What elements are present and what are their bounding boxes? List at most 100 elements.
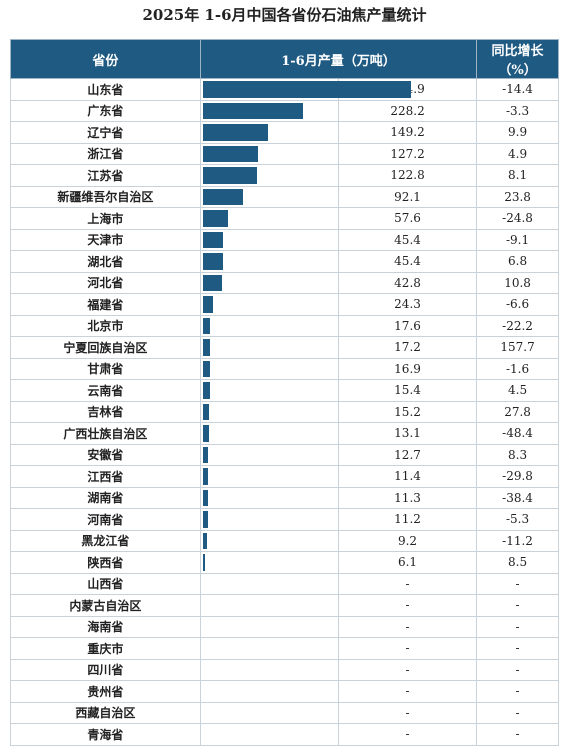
table-row: 吉林省 15.2 27.8 (10, 400, 559, 423)
production-value: 45.4 (337, 228, 478, 251)
province-label: 贵州省 (10, 680, 201, 703)
yoy-value: 4.5 (476, 379, 559, 402)
bar-cell (199, 250, 339, 273)
province-label: 湖南省 (10, 486, 201, 509)
bar-cell (199, 357, 339, 380)
production-value: 127.2 (337, 142, 478, 165)
province-label: 吉林省 (10, 400, 201, 423)
table-row: 西藏自治区 - - (10, 701, 559, 724)
yoy-value: 8.3 (476, 443, 559, 466)
bar-cell (199, 658, 339, 681)
yoy-value: - (476, 594, 559, 617)
yoy-value: - (476, 658, 559, 681)
yoy-value: -5.3 (476, 508, 559, 531)
bar-cell (199, 572, 339, 595)
province-label: 山东省 (10, 78, 201, 101)
province-label: 北京市 (10, 314, 201, 337)
production-bar (202, 403, 210, 420)
province-label: 宁夏回族自治区 (10, 336, 201, 359)
production-value: 149.2 (337, 121, 478, 144)
yoy-value: 4.9 (476, 142, 559, 165)
bar-cell (199, 551, 339, 574)
production-value: 24.3 (337, 293, 478, 316)
table-row: 湖南省 11.3 -38.4 (10, 486, 559, 509)
table-row: 浙江省 127.2 4.9 (10, 142, 559, 165)
table-row: 上海市 57.6 -24.8 (10, 207, 559, 230)
table-row: 宁夏回族自治区 17.2 157.7 (10, 336, 559, 359)
yoy-value: 6.8 (476, 250, 559, 273)
table-row: 云南省 15.4 4.5 (10, 379, 559, 402)
table-row: 山东省474.9-14.4 (10, 78, 559, 101)
bar-cell (199, 508, 339, 531)
province-label: 江西省 (10, 465, 201, 488)
bar-cell (199, 615, 339, 638)
province-label: 甘肃省 (10, 357, 201, 380)
province-label: 上海市 (10, 207, 201, 230)
production-value: 17.6 (337, 314, 478, 337)
table-row: 广东省 228.2 -3.3 (10, 99, 559, 122)
bar-cell (199, 594, 339, 617)
table-row: 江苏省 122.8 8.1 (10, 164, 559, 187)
table-row: 贵州省 - - (10, 680, 559, 703)
bar-cell (199, 400, 339, 423)
yoy-value: -24.8 (476, 207, 559, 230)
production-bar (202, 145, 259, 162)
yoy-value: -1.6 (476, 357, 559, 380)
bar-cell (199, 529, 339, 552)
yoy-value: 157.7 (476, 336, 559, 359)
province-label: 湖北省 (10, 250, 201, 273)
table-row: 内蒙古自治区 - - (10, 594, 559, 617)
production-value: 42.8 (337, 271, 478, 294)
yoy-value: 27.8 (476, 400, 559, 423)
table-row: 重庆市 - - (10, 637, 559, 660)
production-bar (202, 124, 269, 141)
province-label: 辽宁省 (10, 121, 201, 144)
yoy-value: - (476, 637, 559, 660)
yoy-value: -3.3 (476, 99, 559, 122)
province-label: 内蒙古自治区 (10, 594, 201, 617)
production-value: 15.2 (337, 400, 478, 423)
production-bar (202, 360, 211, 377)
production-value: 15.4 (337, 379, 478, 402)
yoy-value: 8.1 (476, 164, 559, 187)
production-value: - (337, 637, 478, 660)
province-label: 新疆维吾尔自治区 (10, 185, 201, 208)
production-value: - (337, 615, 478, 638)
production-value: - (337, 680, 478, 703)
production-value: 45.4 (337, 250, 478, 273)
production-value: 13.1 (337, 422, 478, 445)
bar-cell (199, 99, 339, 122)
bar-cell (199, 271, 339, 294)
yoy-value: -48.4 (476, 422, 559, 445)
province-label: 广东省 (10, 99, 201, 122)
table-row: 甘肃省 16.9 -1.6 (10, 357, 559, 380)
bar-cell (199, 379, 339, 402)
province-label: 江苏省 (10, 164, 201, 187)
yoy-value: -11.2 (476, 529, 559, 552)
production-bar (202, 489, 208, 506)
production-bar (202, 188, 244, 205)
yoy-value: -9.1 (476, 228, 559, 251)
province-label: 河北省 (10, 271, 201, 294)
yoy-value: - (476, 680, 559, 703)
bar-cell (199, 336, 339, 359)
bar-cell (199, 486, 339, 509)
yoy-value: -22.2 (476, 314, 559, 337)
yoy-value: - (476, 701, 559, 724)
province-label: 安徽省 (10, 443, 201, 466)
header-province: 省份 (10, 39, 201, 79)
production-value: 9.2 (337, 529, 478, 552)
table-row: 山西省 - - (10, 572, 559, 595)
bar-cell (199, 680, 339, 703)
province-label: 云南省 (10, 379, 201, 402)
production-value: - (337, 658, 478, 681)
production-value: 11.3 (337, 486, 478, 509)
yoy-value: -29.8 (476, 465, 559, 488)
province-label: 黑龙江省 (10, 529, 201, 552)
yoy-value: 23.8 (476, 185, 559, 208)
table-row: 湖北省 45.4 6.8 (10, 250, 559, 273)
production-value: 57.6 (337, 207, 478, 230)
table-row: 辽宁省 149.2 9.9 (10, 121, 559, 144)
bar-cell (199, 701, 339, 724)
